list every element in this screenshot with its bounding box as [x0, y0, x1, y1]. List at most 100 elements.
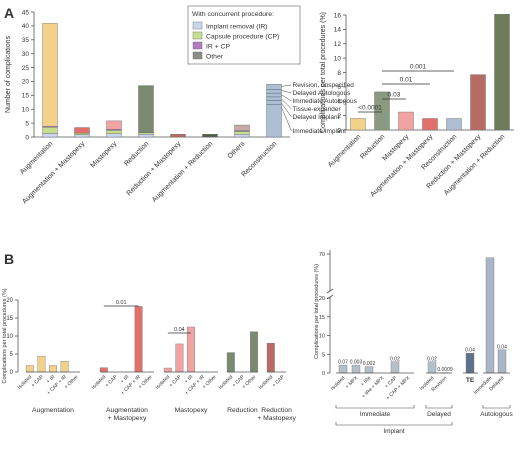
x-tick-label: TE — [466, 377, 475, 384]
y-tick-label: 15 — [22, 93, 30, 100]
bar-segment — [106, 133, 122, 138]
bar — [60, 361, 69, 373]
legend-swatch — [192, 41, 203, 50]
y-tick-label: 8 — [337, 70, 341, 77]
bar — [497, 349, 507, 374]
bar — [250, 331, 258, 373]
bar-segment — [234, 124, 250, 131]
p-value: 0.001 — [410, 64, 427, 71]
x-tick-label: Others — [227, 140, 247, 160]
bar — [49, 365, 57, 373]
y-tick-label: 10 — [334, 55, 342, 62]
y-tick-label: 10 — [319, 334, 325, 340]
bar — [351, 364, 361, 374]
callout-line — [281, 107, 292, 132]
bar — [446, 118, 462, 131]
p-value: 0.01 — [400, 77, 413, 84]
legend-entry: IR + CP — [206, 44, 230, 51]
chart-a-right: 0 2 4 6 8 10 12 14 16 Complications per total pro… — [320, 12, 514, 199]
p-value: <0.0001 — [358, 105, 382, 112]
group-bracket — [335, 405, 415, 409]
bar-segment — [170, 134, 186, 138]
group-label: Delayed — [427, 411, 451, 418]
x-tick-label: + IR — [120, 374, 131, 385]
callout-line — [281, 90, 292, 94]
bar-segment — [42, 127, 58, 134]
legend-title: With concurrent procedure: — [192, 11, 274, 18]
panel-b-label: B — [4, 251, 14, 267]
p-value: 0.03 — [388, 92, 401, 99]
y-tick-label: 0 — [322, 371, 325, 377]
x-tick-label: Mastopexy — [90, 140, 119, 169]
y-tick-label: 40 — [22, 23, 30, 30]
group-label: Immediate — [360, 411, 391, 418]
group-label: Augmentation + Mastopexy — [106, 407, 148, 422]
supergroup-bracket — [335, 422, 453, 426]
legend-box — [187, 5, 301, 65]
bar — [226, 352, 235, 373]
value-label: 0.02 — [427, 356, 437, 362]
reconstruction-label: Immediate Autologous — [293, 98, 358, 105]
bar — [266, 343, 275, 373]
bar — [175, 343, 184, 373]
x-tick-label: Isolated — [155, 374, 172, 391]
y-tick-label: 10 — [22, 106, 30, 113]
y-tick-label: 15 — [319, 315, 325, 321]
axis-break — [326, 288, 334, 294]
legend-swatch — [192, 51, 203, 60]
bar-segment — [138, 134, 154, 138]
group-label: Augmentation — [32, 407, 74, 414]
reconstruction-label: Immediate Implant — [293, 128, 347, 135]
bar-segment — [138, 85, 154, 134]
callout-line — [281, 84, 292, 87]
value-label: 0.04 — [497, 344, 507, 350]
legend-swatch — [192, 21, 203, 30]
bar-segment — [234, 134, 250, 138]
bar-segment — [106, 120, 122, 130]
y-tick-label: 14 — [334, 27, 342, 34]
bar-segment — [234, 131, 250, 135]
x-tick-label: + CAP — [271, 374, 286, 389]
reconstruction-label: Delayed Autologous — [293, 90, 352, 97]
bar — [99, 367, 108, 373]
group-label: Autologous — [480, 411, 513, 418]
x-tick-label: Isolated — [258, 374, 275, 391]
bar-segment — [42, 133, 58, 138]
bar — [187, 326, 195, 373]
bar — [364, 366, 374, 374]
y-tick-label: 25 — [22, 65, 30, 72]
bar — [390, 361, 400, 374]
bar — [374, 91, 390, 131]
y-tick-label: 16 — [334, 12, 342, 19]
value-label: 0.0009 — [437, 367, 453, 373]
bar-segment — [106, 130, 122, 134]
y-tick-label: 5 — [25, 120, 29, 127]
y-tick-label: 15 — [6, 316, 13, 322]
y-tick-label: 30 — [22, 51, 30, 58]
x-tick-label: Reduction — [123, 140, 150, 167]
y-tick-label: 0 — [25, 134, 29, 141]
bar — [338, 364, 348, 374]
bar — [37, 355, 46, 373]
y-tick-label: 0 — [10, 370, 14, 376]
x-tick-label: + CAP — [104, 374, 119, 389]
bar-segment — [138, 132, 154, 135]
x-tick-label: Augmentation — [19, 140, 55, 176]
x-tick-label: Augmentation — [327, 133, 363, 169]
value-label: 0.002 — [363, 361, 376, 367]
legend-entry: Other — [206, 54, 224, 61]
panel-a-label: A — [4, 5, 14, 21]
y-tick-label: 6 — [337, 84, 341, 91]
bar — [163, 367, 172, 373]
bar — [465, 352, 475, 374]
chart-b-right: 0 5 10 15 20 70 Complications per total proced… — [314, 250, 514, 435]
bar-segment — [74, 127, 90, 134]
y-tick-label: 10 — [6, 334, 13, 340]
bar — [485, 257, 495, 374]
y-axis-label: Complications per total procedures (%) — [2, 288, 8, 383]
bar — [398, 111, 414, 131]
legend-swatch — [192, 31, 203, 40]
